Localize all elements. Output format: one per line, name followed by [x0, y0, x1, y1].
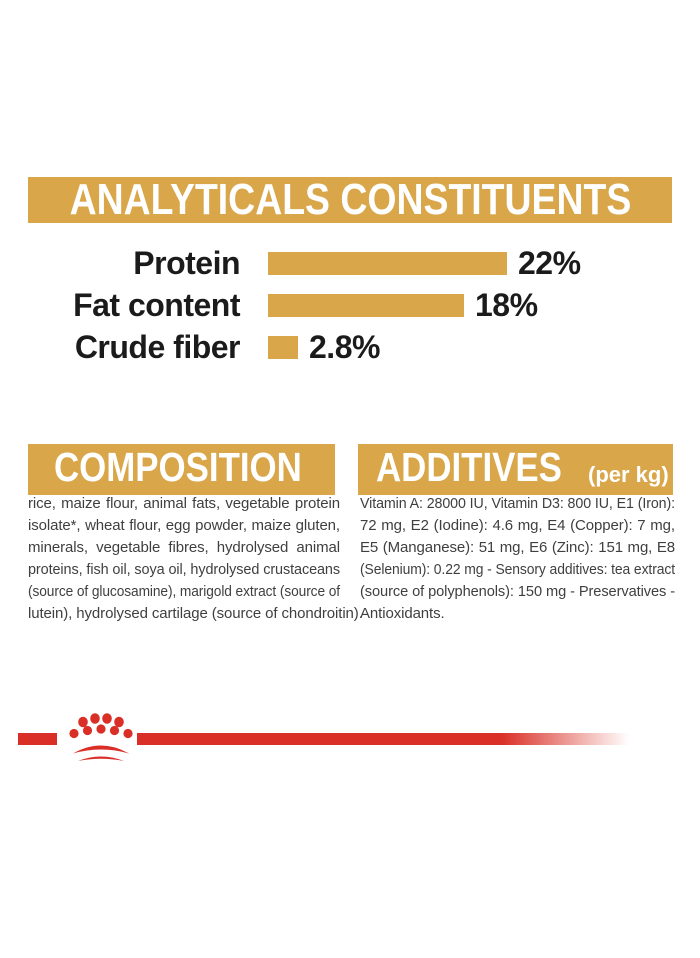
royal-canin-crown-logo [69, 713, 133, 761]
text-line: 72 mg, E2 (Iodine): 4.6 mg, E4 (Copper):… [360, 517, 675, 534]
text-line: (source of polyphenols): 150 mg - Preser… [360, 583, 675, 600]
chart-category-label: Crude fiber [74, 329, 241, 365]
composition-text: rice, maize flour, animal fats, vegetabl… [28, 493, 363, 625]
chart-value-label: 2.8% [309, 329, 380, 365]
chart-row: Crude fiber 2.8% [0, 330, 700, 364]
additives-unit-label: (per kg) [588, 462, 669, 487]
crown-band-arc [73, 745, 129, 754]
text-line: proteins, fish oil, soya oil, hydrolysed… [28, 561, 340, 578]
chart-row: Fat content 18% [0, 288, 700, 322]
crown-pad [82, 725, 93, 736]
chart-value-label: 18% [475, 287, 538, 323]
additives-text: Vitamin A: 28000 IU, Vitamin D3: 800 IU,… [360, 493, 675, 625]
crown-pad [90, 713, 100, 724]
additives-header-band: ADDITIVES (per kg) [358, 444, 673, 495]
text-line: isolate*, wheat flour, egg powder, maize… [28, 517, 340, 534]
chart-bar [268, 251, 507, 275]
crown-pad [123, 728, 133, 739]
chart-value-label: 22% [518, 245, 581, 281]
chart-category-label: Fat content [73, 287, 240, 323]
crown-pad [109, 725, 120, 736]
chart-row: Protein 22% [0, 246, 700, 280]
text-line: rice, maize flour, animal fats, vegetabl… [28, 495, 340, 512]
analyticals-header-band: ANALYTICALS CONSTITUENTS [28, 177, 672, 223]
chart-category-label: Protein [133, 245, 240, 281]
text-line: (Selenium): 0.22 mg - Sensory additives:… [360, 561, 675, 578]
crown-pad [102, 713, 112, 724]
crown-pad [96, 724, 106, 734]
crown-pad [114, 716, 124, 728]
crown-pad [69, 728, 79, 739]
text-line: (source of glucosamine), marigold extrac… [28, 583, 340, 600]
crown-thin-arc [78, 756, 124, 761]
text-line: Vitamin A: 28000 IU, Vitamin D3: 800 IU,… [360, 495, 675, 512]
analyticals-title: ANALYTICALS CONSTITUENTS [69, 175, 631, 224]
crown-pad [78, 716, 88, 728]
text-line: Antioxidants. [360, 605, 445, 622]
footer-rule [137, 733, 629, 745]
composition-header-band: COMPOSITION [28, 444, 335, 495]
additives-title: ADDITIVES [376, 444, 562, 490]
composition-title: COMPOSITION [54, 444, 302, 490]
text-line: minerals, vegetable fibres, hydrolysed a… [28, 539, 340, 556]
chart-bar [268, 335, 298, 359]
text-line: lutein), hydrolysed cartilage (source of… [28, 605, 363, 622]
footer-rule-left-segment [18, 733, 57, 745]
text-line: E5 (Manganese): 51 mg, E6 (Zinc): 151 mg… [360, 539, 675, 556]
chart-bar [268, 293, 464, 317]
